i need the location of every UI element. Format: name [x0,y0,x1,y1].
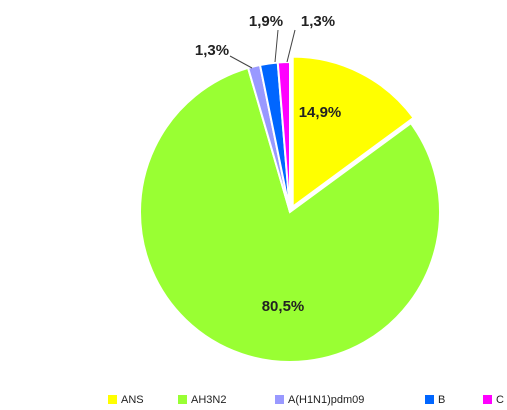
data-label: 14,9% [299,104,342,121]
pie-slice [276,60,291,213]
legend-label: A(H1N1)pdm09 [288,394,364,406]
legend-swatch [275,395,284,404]
leader-line [274,29,279,63]
data-label: 1,3% [301,13,335,30]
legend-swatch [425,395,434,404]
leader-line [286,29,296,63]
legend-label: C [496,394,504,406]
data-label: 1,9% [249,13,283,30]
data-label: 80,5% [262,298,305,315]
leader-line [229,55,253,69]
pie-slice [291,55,415,209]
legend-swatch [178,395,187,404]
legend-swatch [483,395,492,404]
pie-slice [139,66,441,363]
legend-label: AH3N2 [191,394,226,406]
legend-swatch [108,395,117,404]
legend-label: B [438,394,445,406]
legend-label: ANS [121,394,144,406]
data-label: 1,3% [195,42,229,59]
